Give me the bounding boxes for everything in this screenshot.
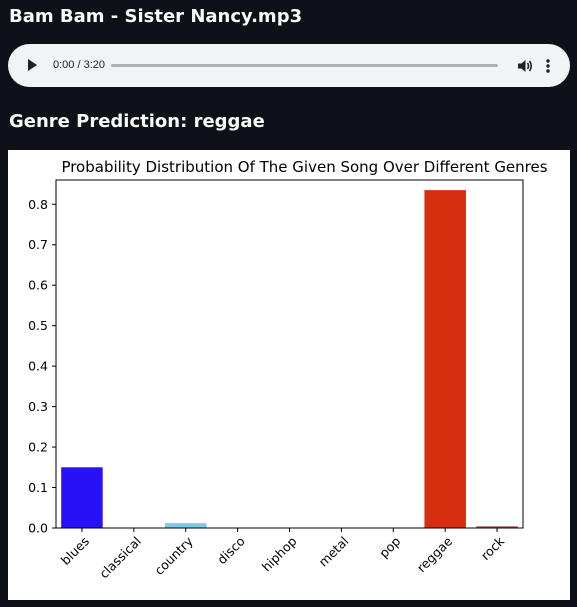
y-tick-label: 0.7 xyxy=(28,237,48,252)
x-tick-label-metal: metal xyxy=(316,534,352,570)
x-tick-label-blues: blues xyxy=(58,534,92,568)
y-tick-label: 0.8 xyxy=(28,197,48,212)
y-tick-label: 0.1 xyxy=(28,480,48,495)
genre-probability-chart: Probability Distribution Of The Given So… xyxy=(8,150,570,600)
x-tick-label-classical: classical xyxy=(96,534,144,582)
volume-icon[interactable] xyxy=(516,57,534,75)
play-icon[interactable] xyxy=(24,57,40,73)
y-tick-label: 0.5 xyxy=(28,318,48,333)
y-tick-label: 0.0 xyxy=(28,521,48,536)
x-tick-label-hiphop: hiphop xyxy=(259,533,300,574)
file-title: Bam Bam - Sister Nancy.mp3 xyxy=(9,6,303,27)
chart-svg: Probability Distribution Of The Given So… xyxy=(28,158,548,582)
y-tick-label: 0.3 xyxy=(28,399,48,414)
time-display: 0:00 / 3:20 xyxy=(53,59,105,71)
chart-title: Probability Distribution Of The Given So… xyxy=(61,158,547,176)
progress-bar[interactable] xyxy=(111,64,498,67)
bar-country xyxy=(164,523,207,528)
bar-rock xyxy=(476,526,518,528)
y-tick-label: 0.4 xyxy=(28,359,48,374)
bar-reggae xyxy=(424,190,466,528)
bar-blues xyxy=(61,467,103,528)
x-tick-label-rock: rock xyxy=(478,533,508,563)
y-tick-label: 0.6 xyxy=(28,278,48,293)
prediction-heading: Genre Prediction: reggae xyxy=(9,111,265,132)
x-tick-label-disco: disco xyxy=(214,534,248,568)
y-tick-label: 0.2 xyxy=(28,440,48,455)
more-vert-icon[interactable] xyxy=(541,57,555,75)
x-tick-label-country: country xyxy=(151,533,196,578)
x-tick-label-pop: pop xyxy=(376,533,403,560)
audio-player[interactable]: 0:00 / 3:20 xyxy=(8,44,570,87)
x-tick-label-reggae: reggae xyxy=(414,533,456,575)
